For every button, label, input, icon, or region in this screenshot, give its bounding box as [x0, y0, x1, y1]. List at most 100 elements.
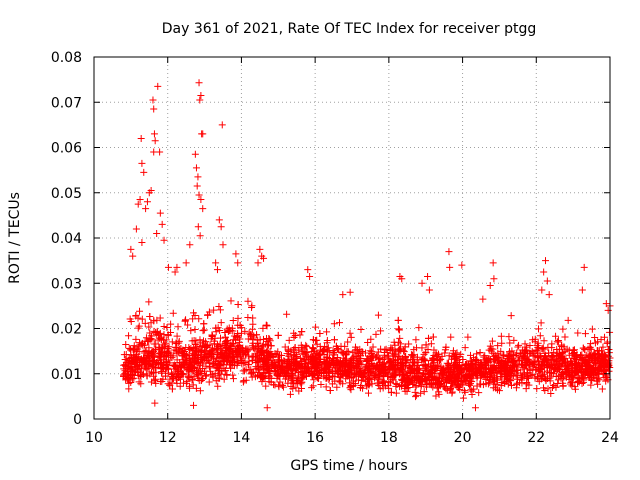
data-point [493, 380, 501, 388]
data-point [310, 347, 318, 355]
data-point [508, 357, 516, 365]
x-tick-label: 18 [380, 430, 398, 446]
data-point [249, 314, 257, 322]
data-point [298, 328, 306, 336]
data-point [199, 327, 207, 335]
data-point [578, 286, 586, 294]
data-point [209, 360, 217, 368]
data-point [372, 330, 380, 338]
data-point [263, 335, 271, 343]
data-point [219, 241, 227, 249]
data-point [289, 385, 297, 393]
data-point [223, 370, 231, 378]
data-point [594, 338, 602, 346]
data-point [336, 373, 344, 381]
x-tick-labels: 10 12 14 16 18 20 22 24 [85, 430, 619, 446]
data-point [323, 339, 331, 347]
data-point [153, 229, 161, 237]
x-axis-label: GPS time / hours [290, 458, 407, 474]
data-point [453, 354, 461, 362]
data-point [342, 375, 350, 383]
data-point [179, 358, 187, 366]
data-point [229, 375, 237, 383]
data-point [435, 390, 443, 398]
data-point [127, 378, 135, 386]
data-point [210, 337, 218, 345]
data-point [143, 354, 151, 362]
data-point [506, 339, 514, 347]
data-point [405, 384, 413, 392]
data-point [212, 259, 220, 267]
data-point [581, 359, 589, 367]
data-point [292, 384, 300, 392]
data-point [236, 335, 244, 343]
data-point [406, 369, 414, 377]
data-point [163, 347, 171, 355]
data-point [503, 372, 511, 380]
data-point [545, 291, 553, 299]
data-point [561, 347, 569, 355]
data-point [166, 381, 174, 389]
data-point [422, 341, 430, 349]
data-point [141, 337, 149, 345]
data-point [229, 371, 237, 379]
data-point [383, 372, 391, 380]
data-point [419, 355, 427, 363]
data-point [140, 349, 148, 357]
data-point [145, 323, 153, 331]
data-point [213, 266, 221, 274]
data-point [515, 341, 523, 349]
data-point [547, 390, 555, 398]
data-point [342, 355, 350, 363]
data-point [188, 362, 196, 370]
data-point [145, 298, 153, 306]
data-point [197, 348, 205, 356]
data-point [266, 354, 274, 362]
data-point [587, 381, 595, 389]
data-point [147, 332, 155, 340]
data-point [197, 377, 205, 385]
data-point [202, 338, 210, 346]
grid-lines [94, 57, 610, 419]
data-point [436, 382, 444, 390]
data-point [526, 341, 534, 349]
data-point [182, 259, 190, 267]
data-point [147, 378, 155, 386]
data-point [544, 385, 552, 393]
data-point [205, 378, 213, 386]
data-point [325, 374, 333, 382]
data-point [400, 347, 408, 355]
data-point [149, 357, 157, 365]
data-point [489, 366, 497, 374]
data-point [581, 330, 589, 338]
data-point [471, 404, 479, 412]
data-point [220, 375, 228, 383]
data-point [360, 372, 368, 380]
x-tick-label: 16 [306, 430, 324, 446]
data-point [249, 320, 257, 328]
data-point [356, 366, 364, 374]
data-point [486, 379, 494, 387]
data-point [309, 344, 317, 352]
data-point [497, 359, 505, 367]
data-point [514, 366, 522, 374]
data-point [384, 381, 392, 389]
data-point [169, 374, 177, 382]
data-point [223, 340, 231, 348]
data-point [423, 383, 431, 391]
data-point [138, 357, 146, 365]
data-point [375, 381, 383, 389]
data-point [446, 263, 454, 271]
data-point [346, 329, 354, 337]
data-point [204, 311, 212, 319]
data-point [432, 392, 440, 400]
data-point [461, 373, 469, 381]
data-point [173, 379, 181, 387]
data-point [374, 374, 382, 382]
data-point [132, 335, 140, 343]
data-point [217, 319, 225, 327]
data-point [552, 332, 560, 340]
data-point [310, 376, 318, 384]
data-point [227, 364, 235, 372]
data-point [559, 382, 567, 390]
